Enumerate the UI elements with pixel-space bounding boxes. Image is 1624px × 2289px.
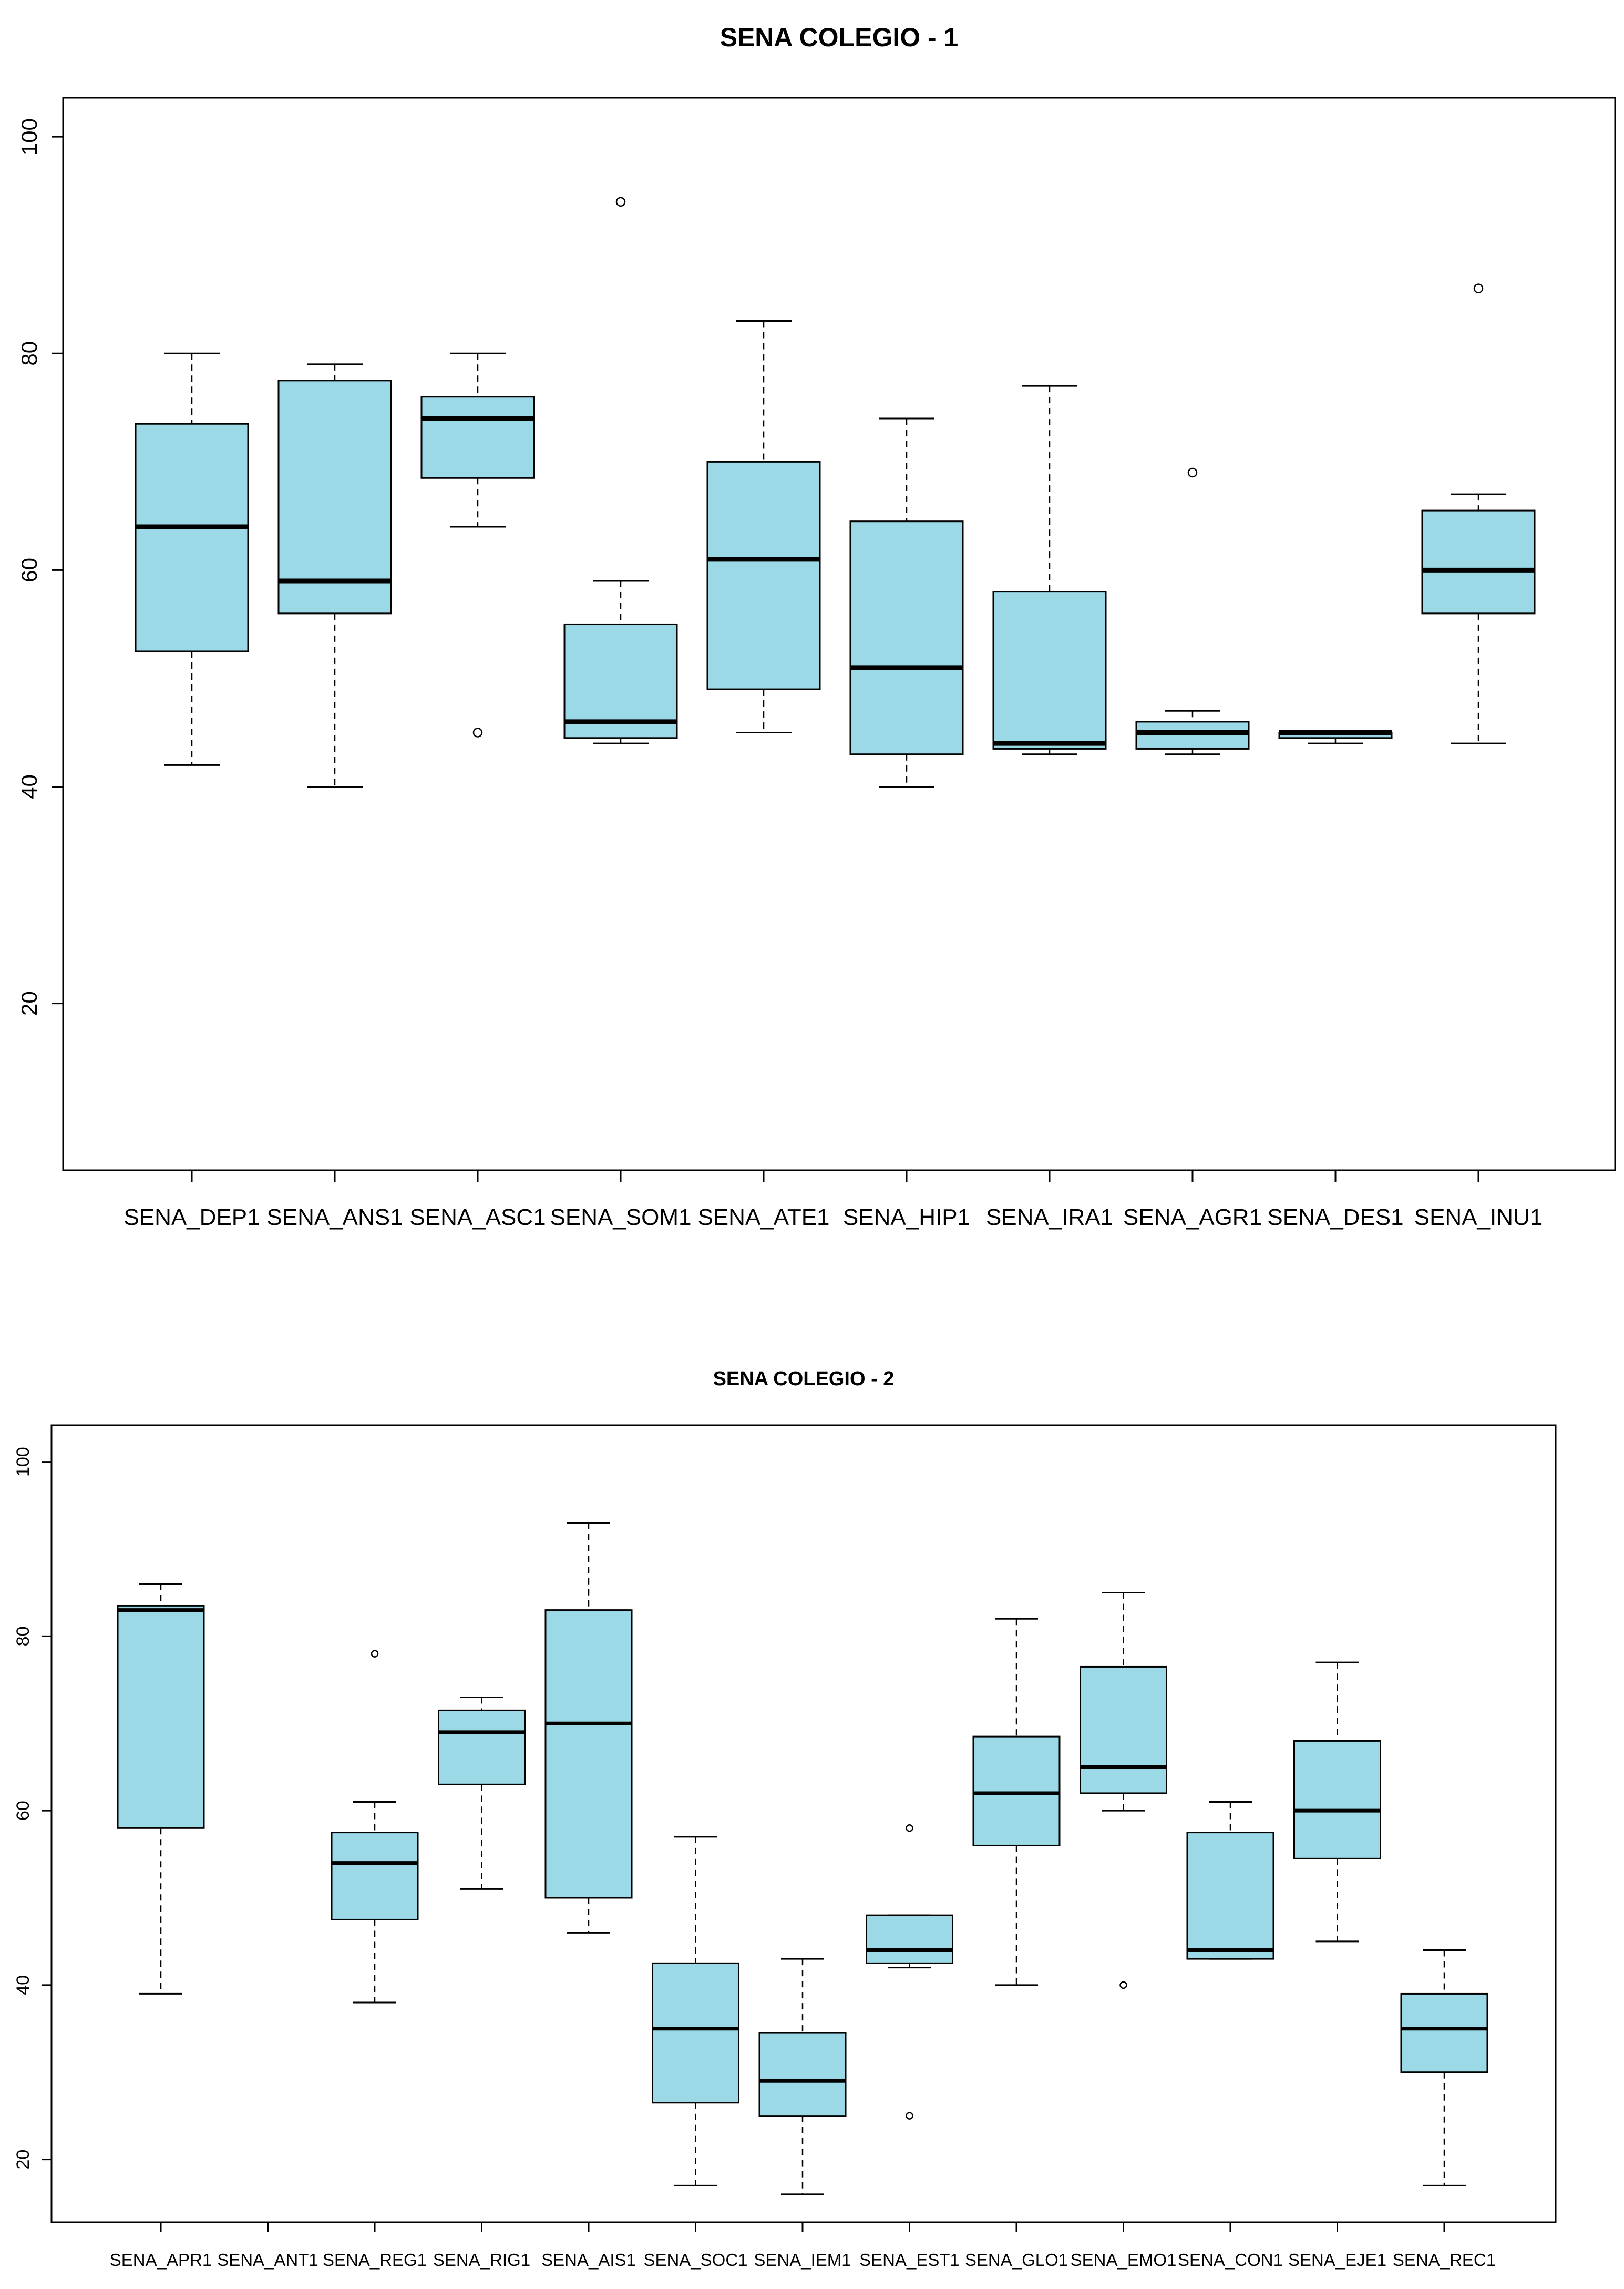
outlier-point bbox=[1119, 1981, 1127, 1989]
iqr-box bbox=[1080, 1665, 1167, 1794]
iqr-box bbox=[1293, 1740, 1381, 1859]
x-tick-label: SENA_DEP1 bbox=[124, 1204, 260, 1230]
x-tick-label: SENA_ANT1 bbox=[217, 2250, 318, 2270]
iqr-box bbox=[277, 380, 392, 615]
outlier-point bbox=[1473, 283, 1484, 293]
y-tick-label: 20 bbox=[17, 991, 42, 1016]
box-sena-est1 bbox=[866, 1824, 953, 2120]
iqr-box bbox=[992, 591, 1107, 750]
plot-frame bbox=[62, 97, 1616, 1171]
iqr-box bbox=[1421, 509, 1536, 615]
iqr-box bbox=[758, 2032, 847, 2117]
x-tick-label: SENA_RIG1 bbox=[433, 2250, 530, 2270]
box-sena-ais1 bbox=[544, 1522, 633, 1934]
x-tick-label: SENA_GLO1 bbox=[965, 2250, 1068, 2270]
y-tick-label: 20 bbox=[13, 2150, 33, 2170]
y-tick-label: 80 bbox=[13, 1626, 33, 1646]
outlier-point bbox=[472, 728, 483, 738]
box-sena-ans1 bbox=[277, 363, 392, 788]
iqr-box bbox=[1186, 1832, 1274, 1960]
box-sena-apr1 bbox=[117, 1583, 205, 1995]
x-tick-label: SENA_AIS1 bbox=[541, 2250, 636, 2270]
x-tick-label: SENA_IRA1 bbox=[986, 1204, 1113, 1230]
y-tick-label: 60 bbox=[17, 558, 42, 583]
box-sena-con1 bbox=[1186, 1801, 1274, 1960]
box-sena-inu1 bbox=[1421, 283, 1536, 744]
iqr-box bbox=[135, 423, 249, 652]
y-tick-label: 80 bbox=[17, 341, 42, 366]
outlier-point bbox=[906, 2112, 913, 2120]
iqr-box bbox=[117, 1605, 205, 1829]
iqr-box bbox=[1400, 1992, 1488, 2073]
box-sena-rec1 bbox=[1400, 1949, 1488, 2186]
box-sena-hip1 bbox=[849, 417, 964, 788]
iqr-box bbox=[866, 1914, 953, 1964]
box-sena-emo1 bbox=[1080, 1591, 1167, 1989]
x-tick-label: SENA_SOC1 bbox=[643, 2250, 747, 2270]
box-sena-eje1 bbox=[1293, 1661, 1381, 1943]
y-tick-label: 100 bbox=[17, 118, 42, 155]
x-tick-label: SENA_REC1 bbox=[1393, 2250, 1496, 2270]
outlier-point bbox=[1187, 467, 1198, 478]
box-sena-ate1 bbox=[706, 320, 821, 734]
x-tick-label: SENA_EMO1 bbox=[1071, 2250, 1177, 2270]
box-sena-som1 bbox=[563, 197, 678, 744]
iqr-box bbox=[438, 1709, 526, 1785]
x-tick-label: SENA_DES1 bbox=[1267, 1204, 1403, 1230]
y-tick-label: 60 bbox=[13, 1801, 33, 1821]
box-sena-ira1 bbox=[992, 385, 1107, 755]
box-sena-dep1 bbox=[135, 352, 249, 766]
x-tick-label: SENA_APR1 bbox=[110, 2250, 212, 2270]
chart-title: SENA COLEGIO - 1 bbox=[720, 23, 959, 52]
outlier-point bbox=[906, 1824, 913, 1832]
x-tick-label: SENA_EST1 bbox=[859, 2250, 960, 2270]
iqr-box bbox=[706, 461, 821, 690]
box-sena-des1 bbox=[1278, 730, 1393, 744]
x-tick-label: SENA_IEM1 bbox=[754, 2250, 851, 2270]
box-sena-glo1 bbox=[972, 1618, 1061, 1986]
box-sena-soc1 bbox=[652, 1836, 739, 2186]
x-tick-label: SENA_INU1 bbox=[1414, 1204, 1543, 1230]
x-tick-label: SENA_REG1 bbox=[323, 2250, 427, 2270]
x-tick-label: SENA_AGR1 bbox=[1123, 1204, 1262, 1230]
box-sena-asc1 bbox=[420, 352, 535, 738]
y-tick-label: 40 bbox=[13, 1975, 33, 1995]
iqr-box bbox=[652, 1962, 739, 2104]
y-tick-label: 40 bbox=[17, 774, 42, 799]
iqr-box bbox=[420, 396, 535, 479]
iqr-box bbox=[563, 623, 678, 739]
box-sena-rig1 bbox=[438, 1696, 526, 1890]
y-tick-label: 100 bbox=[13, 1447, 33, 1477]
x-tick-label: SENA_ATE1 bbox=[697, 1204, 829, 1230]
x-tick-label: SENA_EJE1 bbox=[1288, 2250, 1386, 2270]
x-tick-label: SENA_CON1 bbox=[1178, 2250, 1283, 2270]
x-tick-label: SENA_SOM1 bbox=[550, 1204, 692, 1230]
iqr-box bbox=[849, 520, 964, 755]
box-sena-reg1 bbox=[331, 1650, 419, 2004]
plot-frame bbox=[50, 1424, 1557, 2223]
box-sena-agr1 bbox=[1135, 467, 1250, 755]
box-sena-iem1 bbox=[758, 1958, 847, 2195]
x-tick-label: SENA_ASC1 bbox=[409, 1204, 546, 1230]
chart-title: SENA COLEGIO - 2 bbox=[713, 1368, 895, 1390]
iqr-box bbox=[1135, 721, 1250, 750]
iqr-box bbox=[544, 1609, 633, 1899]
iqr-box bbox=[972, 1735, 1061, 1846]
outlier-point bbox=[615, 197, 626, 207]
outlier-point bbox=[371, 1650, 379, 1658]
x-tick-label: SENA_ANS1 bbox=[266, 1204, 403, 1230]
x-tick-label: SENA_HIP1 bbox=[843, 1204, 970, 1230]
iqr-box bbox=[331, 1832, 419, 1920]
